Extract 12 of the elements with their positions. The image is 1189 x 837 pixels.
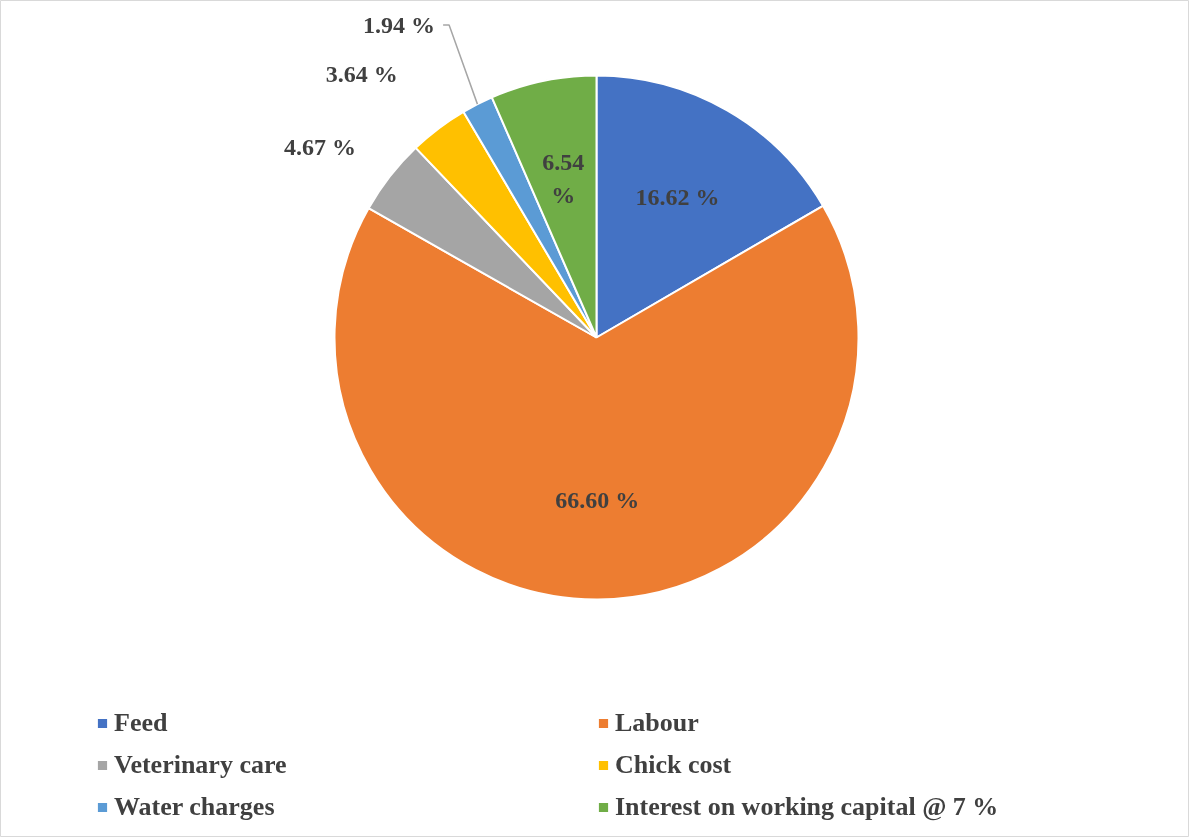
legend-label: Interest on working capital @ 7 % — [615, 792, 1000, 822]
legend-label: Labour — [615, 708, 700, 738]
data-label: 1.94 % — [363, 11, 436, 38]
legend-label: Veterinary care — [114, 750, 288, 780]
data-label: 16.62 % — [635, 183, 720, 210]
data-label: 3.64 % — [325, 61, 398, 88]
data-label: 6.54 % — [542, 148, 585, 209]
legend-label: Feed — [114, 708, 169, 738]
legend-label: Water charges — [114, 792, 276, 822]
data-label: 66.60 % — [555, 486, 640, 513]
data-label: 4.67 % — [284, 133, 357, 160]
legend-label: Chick cost — [615, 750, 733, 780]
